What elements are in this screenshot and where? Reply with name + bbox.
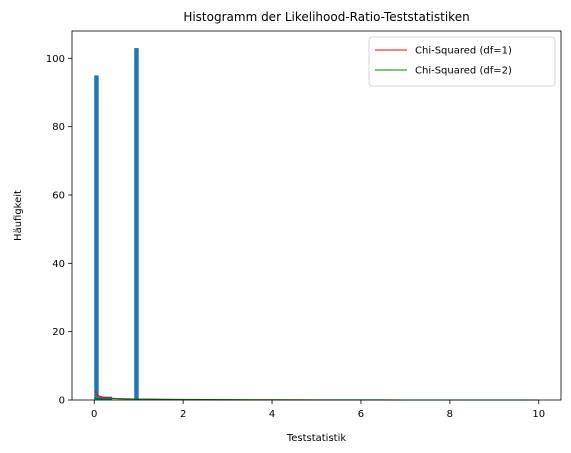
x-tick-label-0: 0 (91, 409, 97, 420)
plot-frame (71, 30, 562, 401)
legend-box (368, 36, 556, 87)
x-tick-label-5: 10 (532, 409, 545, 420)
x-axis-title: Teststatistik (286, 433, 347, 444)
y-axis-title: Häufigkeit (13, 190, 24, 241)
histogram-bar-0 (94, 75, 99, 401)
y-tick-label-0: 0 (59, 396, 65, 407)
x-tick-label-1: 2 (180, 409, 186, 420)
chart-title: Histogramm der Likelihood-Ratio-Teststat… (183, 10, 469, 24)
y-axis-ticks: 0 20 40 60 80 100 (46, 54, 72, 407)
x-tick-label-4: 8 (447, 409, 453, 420)
legend-label-0: Chi-Squared (df=1) (415, 46, 512, 57)
x-tick-label-2: 4 (269, 409, 275, 420)
y-tick-label-4: 80 (52, 122, 65, 133)
legend: Chi-Squared (df=1) Chi-Squared (df=2) (368, 36, 556, 87)
x-tick-label-3: 6 (358, 409, 364, 420)
y-tick-label-1: 20 (52, 327, 65, 338)
histogram-bar-4 (134, 48, 139, 400)
x-axis-ticks: 0 2 4 6 8 10 (91, 400, 545, 420)
y-tick-label-5: 100 (46, 54, 65, 65)
legend-label-1: Chi-Squared (df=2) (415, 66, 512, 77)
y-tick-label-3: 60 (52, 191, 65, 202)
y-tick-label-2: 40 (52, 259, 65, 270)
